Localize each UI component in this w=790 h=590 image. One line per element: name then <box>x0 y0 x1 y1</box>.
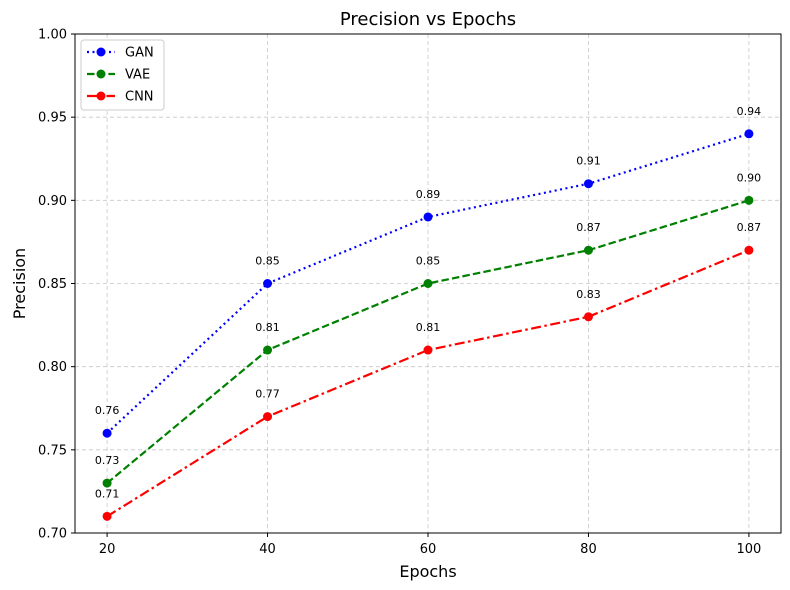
x-tick-label: 40 <box>259 542 276 557</box>
data-point-gan <box>423 212 433 222</box>
x-axis-title: Epochs <box>399 562 456 581</box>
y-tick-label: 0.95 <box>38 111 67 126</box>
data-point-vae <box>423 279 433 288</box>
legend-label-cnn: CNN <box>125 90 154 105</box>
y-tick-label: 0.75 <box>38 443 67 458</box>
y-axis-title: Precision <box>10 248 29 319</box>
data-point-cnn <box>423 345 433 355</box>
series-line-cnn <box>106 249 750 518</box>
data-label-vae: 0.73 <box>95 454 120 467</box>
y-tick-label: 0.80 <box>38 360 67 375</box>
data-point-gan <box>102 428 112 438</box>
data-point-gan <box>263 279 273 288</box>
series-layer <box>102 129 754 521</box>
y-tick-label: 1.00 <box>38 28 67 43</box>
data-point-vae <box>583 245 593 255</box>
data-labels: 0.76 0.85 0.89 0.91 0.94 0.73 0.81 0.85 0.87 0.90… <box>95 105 761 501</box>
data-label-cnn: 0.81 <box>416 321 441 334</box>
legend-label-gan: GAN <box>125 46 154 61</box>
data-label-gan: 0.76 <box>95 404 120 417</box>
legend-marker-cnn <box>96 91 106 101</box>
data-point-vae <box>263 345 273 355</box>
data-label-gan: 0.89 <box>416 188 441 201</box>
data-label-gan: 0.94 <box>737 105 762 118</box>
data-label-gan: 0.91 <box>576 155 601 168</box>
data-label-cnn: 0.77 <box>255 388 280 401</box>
y-tick-label: 0.90 <box>38 194 67 209</box>
data-label-cnn: 0.83 <box>576 288 601 301</box>
data-point-gan <box>744 129 754 139</box>
legend-marker-vae <box>96 69 106 79</box>
series-line-vae <box>106 199 750 484</box>
data-label-cnn: 0.71 <box>95 487 120 500</box>
data-label-cnn: 0.87 <box>737 221 762 234</box>
x-tick-label: 100 <box>736 542 761 557</box>
data-point-cnn <box>744 245 754 255</box>
data-label-vae: 0.87 <box>576 221 601 234</box>
data-point-vae <box>744 195 754 205</box>
data-label-vae: 0.90 <box>737 171 762 184</box>
data-label-vae: 0.81 <box>255 321 280 334</box>
x-axis-ticks: 20 40 60 80 100 <box>99 533 761 557</box>
data-label-gan: 0.85 <box>255 255 280 268</box>
x-tick-label: 20 <box>99 542 116 557</box>
legend: GAN VAE CNN <box>80 39 165 111</box>
x-tick-label: 60 <box>420 542 437 557</box>
legend-label-vae: VAE <box>125 68 150 83</box>
data-point-gan <box>583 179 593 189</box>
y-tick-label: 0.85 <box>38 277 67 292</box>
data-point-cnn <box>263 412 273 422</box>
y-axis-ticks: 0.70 0.75 0.80 0.85 0.90 0.95 1.00 <box>38 28 75 542</box>
x-tick-label: 80 <box>580 542 597 557</box>
data-point-cnn <box>102 511 112 521</box>
data-point-vae <box>102 478 112 488</box>
legend-marker-gan <box>96 47 106 57</box>
y-tick-label: 0.70 <box>38 527 67 542</box>
chart-title: Precision vs Epochs <box>340 9 516 30</box>
data-point-cnn <box>583 312 593 322</box>
data-label-vae: 0.85 <box>416 255 441 268</box>
